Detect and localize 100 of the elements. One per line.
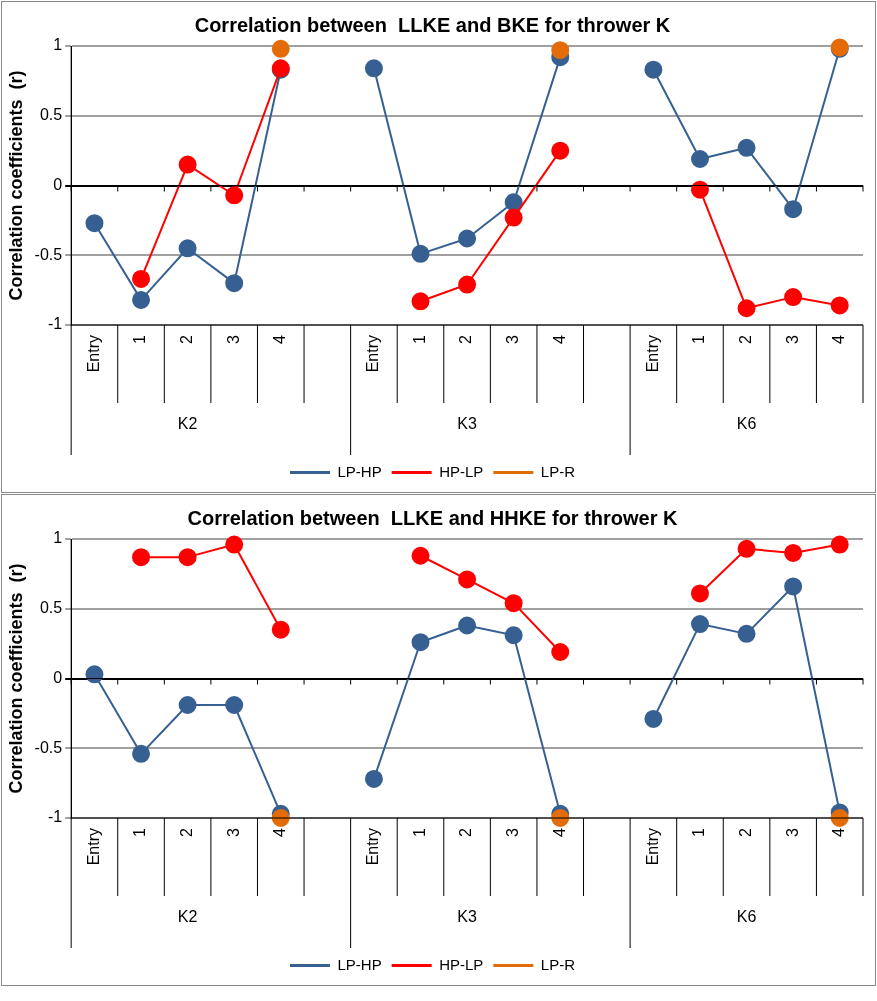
point [225, 274, 244, 293]
point [132, 744, 151, 763]
point [690, 584, 709, 603]
point [132, 269, 151, 288]
x-tick-label: Entry [84, 828, 102, 866]
x-tick-label: Entry [84, 335, 102, 373]
point [737, 299, 756, 318]
legend-label: HP-LP [439, 955, 484, 973]
y-tick-label: 0.5 [39, 599, 63, 617]
point [132, 290, 151, 309]
y-tick-label: 0 [53, 175, 63, 193]
x-tick-label: Entry [643, 828, 661, 866]
point [504, 626, 523, 645]
point [85, 665, 104, 684]
x-tick-label: 2 [736, 827, 754, 837]
point [85, 214, 104, 233]
chart-title: Correlation between LLKE and HHKE for thrower K [187, 506, 679, 529]
point [644, 709, 663, 728]
y-axis-title: Correlation coefficients (r) [5, 563, 26, 794]
x-tick-label: 1 [410, 827, 428, 837]
x-tick-label: 4 [550, 827, 568, 837]
point [784, 288, 803, 307]
x-tick-label: 1 [410, 334, 428, 344]
legend-label: HP-LP [439, 462, 484, 480]
x-tick-label: 3 [504, 334, 522, 344]
point [737, 539, 756, 558]
point [690, 180, 709, 199]
x-tick-label: 2 [457, 827, 475, 837]
y-tick-label: 1 [53, 529, 63, 547]
point [271, 39, 290, 58]
point [411, 633, 430, 652]
point [737, 138, 756, 157]
legend-label: LP-HP [337, 462, 382, 480]
point [364, 769, 383, 788]
point [458, 275, 477, 294]
point [551, 41, 570, 60]
y-axis-title: Correlation coefficients (r) [5, 70, 26, 301]
point [458, 229, 477, 248]
point [178, 696, 197, 715]
x-tick-label: 2 [178, 334, 196, 344]
point [504, 208, 523, 227]
legend-label: LP-R [540, 955, 576, 973]
legend-label: LP-HP [337, 955, 382, 973]
x-tick-label: 3 [504, 827, 522, 837]
x-tick-label: Entry [643, 335, 661, 373]
point [784, 543, 803, 562]
point [225, 696, 244, 715]
point [690, 615, 709, 634]
x-tick-label: 4 [271, 334, 289, 344]
y-tick-label: -1 [47, 808, 63, 826]
y-tick-label: 1 [53, 36, 63, 54]
point [411, 292, 430, 311]
text: K6 [736, 908, 757, 926]
x-tick-label: 1 [690, 827, 708, 837]
y-tick-label: -0.5 [34, 738, 63, 756]
point [225, 186, 244, 205]
point [178, 548, 197, 567]
point [132, 548, 151, 567]
y-tick-label: 0 [53, 668, 63, 686]
x-tick-label: 4 [271, 827, 289, 837]
point [178, 239, 197, 258]
x-tick-label: 1 [131, 827, 149, 837]
x-tick-label: 4 [830, 827, 848, 837]
point [690, 150, 709, 168]
legend-label: LP-R [540, 462, 576, 480]
x-tick-label: 3 [224, 827, 242, 837]
text: K3 [457, 908, 477, 926]
point [784, 577, 803, 596]
x-tick-label: 3 [783, 827, 801, 837]
x-tick-label: 4 [550, 334, 568, 344]
text: K2 [177, 908, 198, 926]
point [458, 570, 477, 589]
point [551, 643, 570, 661]
point [458, 616, 477, 635]
y-tick-label: -1 [47, 315, 63, 333]
point [271, 620, 290, 639]
point [411, 244, 430, 263]
x-tick-label: Entry [364, 828, 382, 866]
point [830, 296, 849, 315]
text: K2 [177, 415, 198, 433]
point [551, 141, 570, 160]
x-tick-label: 2 [736, 334, 754, 344]
x-tick-label: 1 [131, 334, 149, 344]
text: K6 [736, 415, 757, 433]
x-tick-label: 4 [830, 334, 848, 344]
x-tick-label: 3 [224, 334, 242, 344]
y-tick-label: -0.5 [34, 245, 63, 263]
chart-title: Correlation between LLKE and BKE for thrower K [194, 13, 671, 36]
text: K3 [457, 415, 477, 433]
x-tick-label: 3 [783, 334, 801, 344]
point [178, 155, 197, 174]
x-tick-label: 2 [178, 827, 196, 837]
point [411, 546, 430, 565]
point [364, 59, 383, 78]
point [225, 535, 244, 554]
point [504, 594, 523, 613]
x-tick-label: 2 [457, 334, 475, 344]
x-tick-label: Entry [364, 335, 382, 373]
point [830, 535, 849, 554]
x-tick-label: 1 [690, 334, 708, 344]
